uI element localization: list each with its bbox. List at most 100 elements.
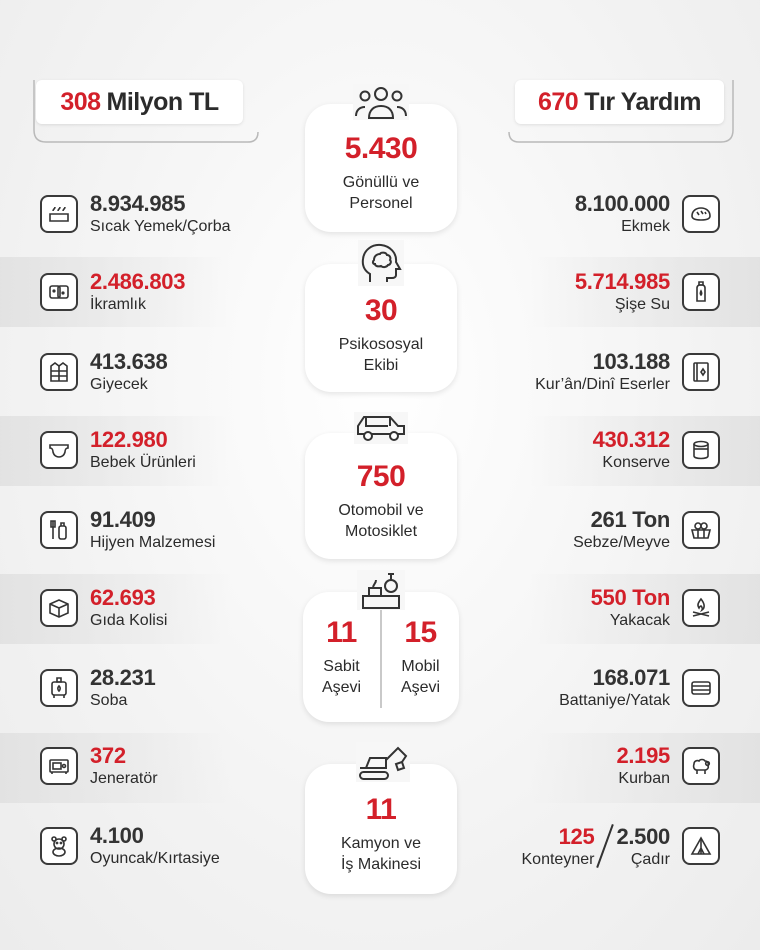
header-left-connector — [33, 80, 259, 143]
psychosocial-card: 30 Psikososyal Ekibi — [305, 264, 457, 392]
item-label: Konserve — [602, 454, 670, 471]
list-item: 125 Konteyner 2.500 Çadır — [470, 818, 720, 874]
item-label: Ekmek — [621, 218, 670, 235]
volunteers-card: 5.430 Gönüllü ve Personel — [305, 104, 457, 232]
item-label: Yakacak — [609, 612, 670, 629]
container-tent-group: 125 Konteyner 2.500 Çadır — [521, 823, 670, 869]
item-label: Şişe Su — [614, 296, 670, 313]
card-value: 11 — [326, 616, 357, 649]
card-value: 30 — [364, 294, 398, 327]
item-value: 28.231 — [90, 665, 156, 690]
header-right-number: 670 — [537, 87, 579, 116]
tent-icon — [682, 827, 720, 865]
people-group-icon — [353, 84, 409, 120]
item-value: 5.714.985 — [574, 269, 670, 294]
list-item: 28.231 Soba — [40, 660, 290, 716]
item-value: 8.934.985 — [90, 191, 186, 216]
item-value: 122.980 — [90, 427, 168, 452]
hygiene-icon — [40, 511, 78, 549]
list-item: 91.409 Hijyen Malzemesi — [40, 502, 290, 558]
vegetable-basket-icon — [682, 511, 720, 549]
biscuit-icon — [40, 273, 78, 311]
row-band — [530, 574, 760, 644]
list-item: 62.693 Gıda Kolisi — [40, 580, 290, 636]
item-label: Kurban — [618, 770, 670, 787]
list-item: 122.980 Bebek Ürünleri — [40, 422, 290, 478]
generator-icon — [40, 747, 78, 785]
item-label: Sebze/Meyve — [573, 534, 670, 551]
item-value: 62.693 — [90, 585, 156, 610]
list-item: 4.100 Oyuncak/Kırtasiye — [40, 818, 290, 874]
card-label: Gönüllü ve Personel — [342, 174, 420, 212]
card-label: Psikososyal Ekibi — [338, 336, 424, 374]
split-divider — [380, 606, 382, 708]
quran-icon — [682, 353, 720, 391]
brain-head-icon — [358, 240, 404, 286]
row-band — [0, 574, 230, 644]
header-right-text: Tır Yardım — [584, 87, 702, 116]
fixed-kitchen: 11 Sabit Aşevi — [303, 592, 380, 722]
item-label: Giyecek — [90, 376, 148, 393]
item-value: 4.100 — [90, 823, 144, 848]
list-item: 372 Jeneratör — [40, 738, 290, 794]
card-label: Mobil Aşevi — [400, 658, 441, 696]
row-band — [530, 416, 760, 486]
item-label: İkramlık — [90, 296, 146, 313]
car-icon — [354, 412, 408, 444]
row-band — [0, 257, 230, 327]
item-label: Gıda Kolisi — [90, 612, 168, 629]
item-label: Oyuncak/Kırtasiye — [90, 850, 220, 867]
list-item: 413.638 Giyecek — [40, 344, 290, 400]
card-label: Otomobil ve Motosiklet — [338, 502, 424, 540]
water-bottle-icon — [682, 273, 720, 311]
item-label: Kur’ân/Dinî Eserler — [535, 376, 670, 393]
header-right: 670 Tır Yardım — [515, 80, 724, 124]
vehicles-card: 750 Otomobil ve Motosiklet — [305, 433, 457, 559]
item-label: Hijyen Malzemesi — [90, 534, 216, 551]
item-value: 413.638 — [90, 349, 168, 374]
card-label: Sabit Aşevi — [321, 658, 362, 696]
row-band — [0, 733, 230, 803]
item-value: 430.312 — [592, 427, 671, 452]
list-item: 430.312 Konserve — [470, 422, 720, 478]
card-value: 11 — [365, 793, 397, 826]
item-value: 2.195 — [616, 743, 670, 768]
slash-divider — [596, 824, 615, 868]
diaper-icon — [40, 431, 78, 469]
item-value: 2.486.803 — [90, 269, 186, 294]
tent-label: Çadır — [630, 851, 670, 868]
stove-icon — [40, 669, 78, 707]
item-value: 91.409 — [90, 507, 156, 532]
item-label: Soba — [90, 692, 128, 709]
mobile-kitchen: 15 Mobil Aşevi — [382, 592, 459, 722]
card-value: 15 — [404, 616, 437, 649]
list-item: 103.188 Kur’ân/Dinî Eserler — [470, 344, 720, 400]
package-icon — [40, 589, 78, 627]
list-item: 2.486.803 İkramlık — [40, 264, 290, 320]
container-label: Konteyner — [521, 851, 595, 868]
food-box-icon — [40, 195, 78, 233]
list-item: 168.071 Battaniye/Yatak — [470, 660, 720, 716]
list-item: 5.714.985 Şişe Su — [470, 264, 720, 320]
card-value: 5.430 — [344, 132, 418, 165]
item-value: 550 Ton — [590, 585, 671, 610]
kitchen-icon — [357, 570, 405, 610]
list-item: 8.100.000 Ekmek — [470, 186, 720, 242]
jacket-icon — [40, 353, 78, 391]
item-value: 103.188 — [592, 349, 671, 374]
list-item: 261 Ton Sebze/Meyve — [470, 502, 720, 558]
excavator-icon — [356, 742, 410, 782]
soup-kitchen-split: 11 Sabit Aşevi 15 Mobil Aşevi — [303, 592, 459, 722]
sheep-icon — [682, 747, 720, 785]
item-label: Sıcak Yemek/Çorba — [90, 218, 231, 235]
bread-icon — [682, 195, 720, 233]
row-band — [0, 416, 230, 486]
tent-value: 2.500 — [616, 824, 670, 849]
item-label: Bebek Ürünleri — [90, 454, 196, 471]
item-value: 261 Ton — [590, 507, 671, 532]
header-right-connector — [508, 80, 734, 143]
item-label: Jeneratör — [90, 770, 158, 787]
header-left-number: 308 — [60, 87, 101, 116]
blanket-icon — [682, 669, 720, 707]
firewood-icon — [682, 589, 720, 627]
